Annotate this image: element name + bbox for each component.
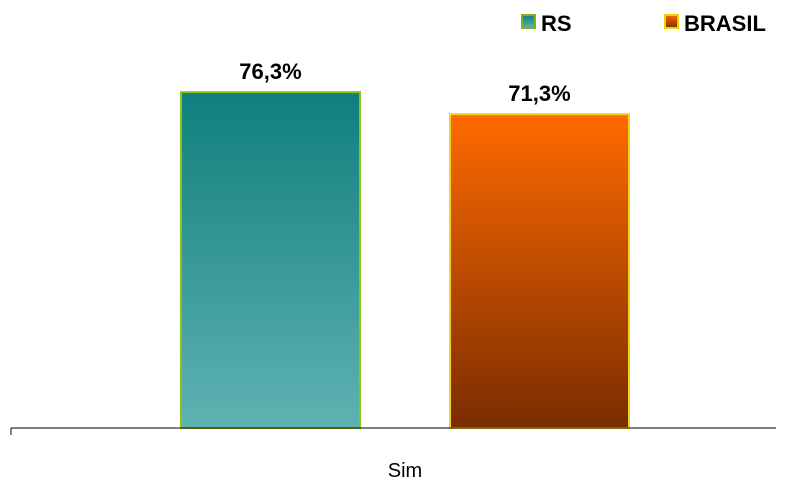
bar-rs-sim xyxy=(180,91,361,429)
data-label-brasil: 71,3% xyxy=(508,81,570,106)
category-label-sim: Sim xyxy=(388,460,422,478)
legend-item-rs: RS xyxy=(521,11,572,36)
legend-swatch-brasil xyxy=(664,14,679,29)
x-axis: Sim xyxy=(10,427,776,482)
bars xyxy=(180,91,630,430)
data-label-rs: 76,3% xyxy=(239,59,301,84)
legend: RS BRASIL xyxy=(521,11,766,36)
bar-brasil-sim xyxy=(449,113,630,430)
legend-label-rs: RS xyxy=(541,11,572,36)
legend-label-brasil: BRASIL xyxy=(684,11,766,36)
legend-swatch-rs xyxy=(521,14,536,29)
legend-item-brasil: BRASIL xyxy=(664,11,766,36)
